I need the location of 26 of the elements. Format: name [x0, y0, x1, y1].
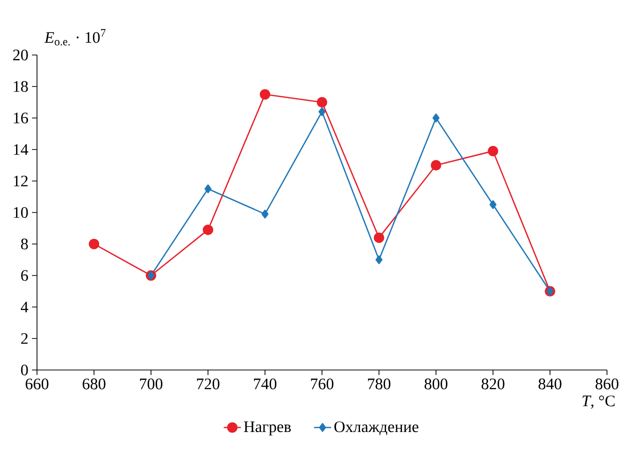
- y-tick-label: 20: [13, 50, 28, 60]
- y-tick-label: 2: [21, 333, 28, 344]
- x-tick-label: 680: [82, 378, 106, 390]
- y-tick-label: 14: [14, 144, 28, 155]
- x-tick-label: 660: [26, 378, 48, 390]
- legend-label: Нагрев: [244, 421, 291, 436]
- x-tick-label: 700: [140, 378, 162, 390]
- y-tick-label: 12: [14, 176, 28, 186]
- y-tick-label: 0: [21, 364, 28, 376]
- x-axis-title: T, °C: [582, 396, 615, 409]
- y-tick-label: 18: [14, 81, 28, 92]
- x-tick-label: 740: [254, 378, 276, 390]
- x-tick-label: 720: [197, 378, 220, 390]
- y-tick-label: 8: [21, 238, 28, 250]
- y-tick-label: 4: [20, 302, 28, 312]
- y-axis-title: E$_{о.е.}$ · 10$^{7}$: [44, 29, 106, 46]
- x-tick-label: 760: [311, 378, 334, 390]
- legend-label: Охлаждение: [334, 421, 418, 436]
- y-tick-label: 10: [14, 207, 28, 218]
- x-tick-label: 860: [596, 378, 618, 390]
- x-tick-label: 780: [368, 378, 390, 390]
- x-tick-label: 800: [424, 378, 448, 390]
- y-tick-label: 6: [21, 270, 28, 281]
- y-tick-label: 16: [14, 112, 28, 124]
- x-tick-label: 840: [538, 378, 562, 390]
- x-tick-label: 820: [482, 378, 504, 390]
